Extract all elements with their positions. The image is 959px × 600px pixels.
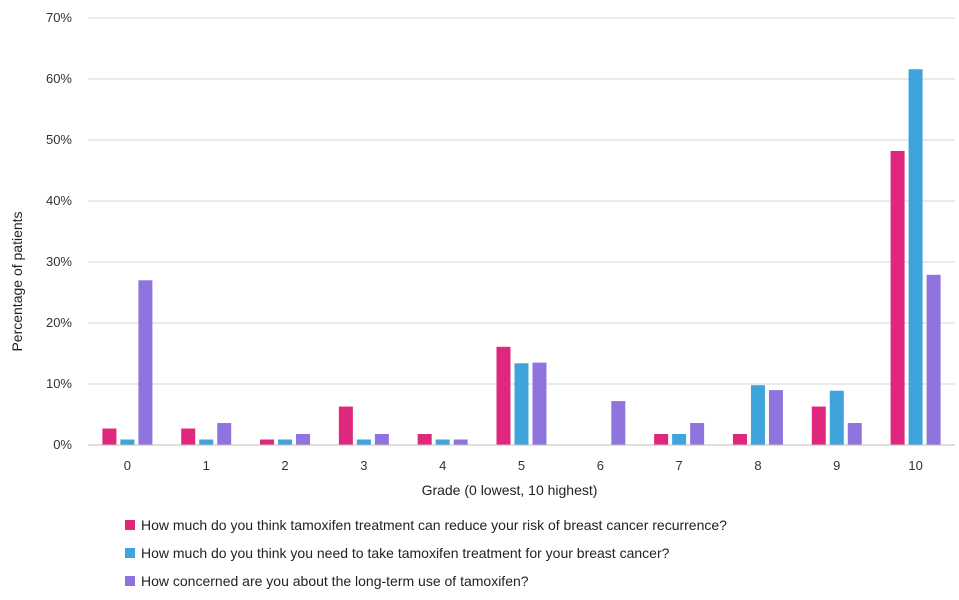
bar-series-3-grade-1 (217, 423, 232, 445)
legend-swatch (125, 576, 135, 586)
bar-series-2-grade-10 (908, 69, 923, 446)
x-tick-label: 4 (439, 458, 446, 473)
x-tick-label: 7 (676, 458, 683, 473)
y-axis-tick-labels: 0% 10% 20% 30% 40% 50% 60% 70% (46, 10, 72, 452)
bar-series-1-grade-7 (654, 434, 669, 445)
bar-series-3-grade-3 (374, 434, 389, 445)
y-axis-title: Percentage of patients (9, 211, 25, 351)
legend: How much do you think tamoxifen treatmen… (125, 515, 945, 599)
y-tick-label: 20% (46, 315, 72, 330)
bar-series-1-grade-9 (811, 406, 826, 445)
x-tick-label: 6 (597, 458, 604, 473)
bar-series-1-grade-0 (102, 428, 117, 445)
bar-series-2-grade-1 (199, 439, 214, 445)
gridlines (88, 17, 955, 385)
x-tick-label: 10 (908, 458, 922, 473)
legend-item-series-3: How concerned are you about the long-ter… (125, 571, 945, 591)
bar-series-3-grade-7 (690, 423, 705, 445)
bar-series-1-grade-8 (732, 434, 747, 445)
bar-series-3-grade-5 (532, 362, 547, 445)
x-tick-label: 5 (518, 458, 525, 473)
x-tick-label: 9 (833, 458, 840, 473)
x-tick-label: 2 (281, 458, 288, 473)
bar-series-2-grade-2 (278, 439, 293, 445)
bar-series-3-grade-9 (847, 423, 862, 445)
bars (102, 69, 941, 446)
legend-item-series-1: How much do you think tamoxifen treatmen… (125, 515, 945, 535)
bar-series-2-grade-8 (750, 385, 765, 445)
bar-series-1-grade-4 (417, 434, 432, 445)
bar-series-3-grade-0 (138, 280, 153, 445)
bar-series-1-grade-3 (338, 406, 353, 445)
bar-series-3-grade-2 (296, 434, 311, 445)
bar-series-2-grade-9 (829, 390, 844, 445)
bar-series-1-grade-1 (181, 428, 196, 445)
bar-series-2-grade-0 (120, 439, 135, 445)
legend-item-series-2: How much do you think you need to take t… (125, 543, 945, 563)
legend-label: How much do you think you need to take t… (141, 545, 670, 561)
x-tick-label: 8 (754, 458, 761, 473)
bar-series-2-grade-4 (435, 439, 450, 445)
y-tick-label: 40% (46, 193, 72, 208)
bar-series-2-grade-3 (356, 439, 371, 445)
y-tick-label: 10% (46, 376, 72, 391)
x-tick-label: 0 (124, 458, 131, 473)
legend-label: How concerned are you about the long-ter… (141, 573, 529, 589)
bar-series-3-grade-10 (926, 274, 941, 445)
legend-label: How much do you think tamoxifen treatmen… (141, 517, 727, 533)
legend-swatch (125, 520, 135, 530)
bar-series-1-grade-10 (890, 150, 905, 446)
x-tick-label: 3 (360, 458, 367, 473)
x-axis-title: Grade (0 lowest, 10 highest) (422, 482, 598, 498)
x-axis-tick-labels: 0 1 2 3 4 5 6 7 8 9 10 (124, 458, 923, 473)
y-tick-label: 50% (46, 132, 72, 147)
y-tick-label: 70% (46, 10, 72, 25)
y-tick-label: 30% (46, 254, 72, 269)
bar-series-2-grade-7 (672, 434, 687, 445)
legend-swatch (125, 548, 135, 558)
bar-series-2-grade-5 (514, 363, 529, 445)
x-tick-label: 1 (203, 458, 210, 473)
y-tick-label: 60% (46, 71, 72, 86)
bar-series-1-grade-2 (260, 439, 275, 445)
bar-series-1-grade-5 (496, 346, 511, 445)
bar-series-3-grade-8 (768, 390, 783, 445)
bar-series-3-grade-4 (453, 439, 468, 445)
bar-series-3-grade-6 (611, 401, 626, 445)
y-tick-label: 0% (53, 437, 72, 452)
